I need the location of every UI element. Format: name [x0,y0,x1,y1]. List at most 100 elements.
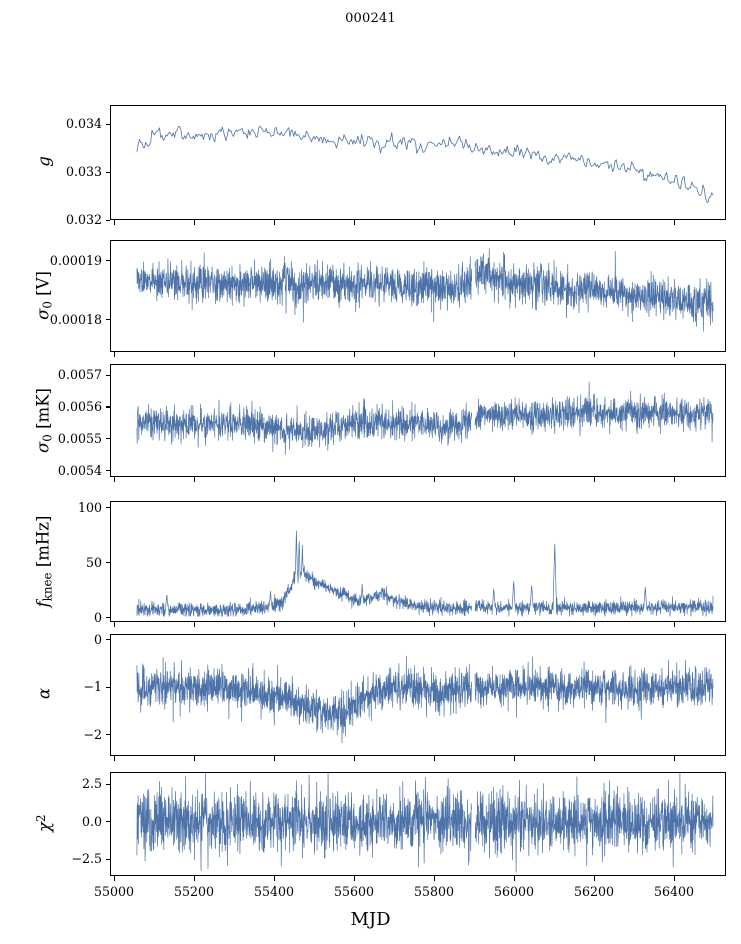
ylabel-chi2: χ2 [33,814,55,832]
ytick-gain-1 [105,171,110,173]
ytick-label-sigma0_mk-2: 0.0056 [57,398,102,414]
xtick-sigma0_volts-7 [673,352,675,357]
ytick-fknee-1 [105,562,110,564]
ytick-label-sigma0_volts-0: 0.00018 [49,311,102,327]
xtick-fknee-2 [273,622,275,627]
xtick-chi2-6 [593,876,595,881]
ytick-sigma0_mk-1 [105,438,110,440]
ytick-alpha-1 [105,686,110,688]
xtick-gain-0 [113,220,115,225]
xtick-label-6: 56200 [573,884,615,899]
xtick-gain-3 [353,220,355,225]
ytick-sigma0_volts-0 [105,319,110,321]
panel-sigma0_volts [110,240,726,352]
xtick-chi2-5 [513,876,515,881]
ytick-chi2-2 [105,858,110,860]
panel-chi2 [110,772,726,876]
ytick-label-alpha-0: 0 [93,631,102,647]
xtick-sigma0_mk-7 [673,477,675,482]
xtick-alpha-1 [193,756,195,761]
xtick-sigma0_volts-6 [593,352,595,357]
ytick-label-chi2-2: −2.5 [71,851,102,867]
xtick-fknee-5 [513,622,515,627]
xtick-fknee-0 [113,622,115,627]
xtick-sigma0_volts-1 [193,352,195,357]
xtick-chi2-4 [433,876,435,881]
trace-chi2 [111,773,725,875]
xtick-sigma0_mk-0 [113,477,115,482]
trace-gain [111,106,725,219]
xtick-alpha-2 [273,756,275,761]
ytick-label-alpha-1: −1 [83,679,102,695]
xtick-gain-5 [513,220,515,225]
ylabel-alpha: α [34,687,54,700]
xtick-gain-2 [273,220,275,225]
xtick-gain-1 [193,220,195,225]
ytick-sigma0_volts-1 [105,260,110,262]
ytick-label-sigma0_mk-1: 0.0055 [57,430,102,446]
xtick-sigma0_mk-1 [193,477,195,482]
xtick-sigma0_volts-0 [113,352,115,357]
xtick-alpha-3 [353,756,355,761]
trace-alpha [111,635,725,755]
panel-sigma0_mk [110,364,726,477]
ytick-label-sigma0_volts-1: 0.00019 [49,252,102,268]
ytick-chi2-0 [105,783,110,785]
xtick-fknee-3 [353,622,355,627]
xtick-sigma0_volts-2 [273,352,275,357]
panel-alpha [110,634,726,756]
panel-fknee [110,501,726,622]
xtick-alpha-7 [673,756,675,761]
trace-sigma0_mk [111,365,725,476]
xtick-sigma0_mk-4 [433,477,435,482]
xtick-chi2-0 [113,876,115,881]
xtick-label-5: 56000 [493,884,535,899]
xtick-chi2-1 [193,876,195,881]
xtick-gain-7 [673,220,675,225]
xtick-sigma0_mk-3 [353,477,355,482]
xtick-alpha-6 [593,756,595,761]
xtick-alpha-5 [513,756,515,761]
xtick-label-7: 56400 [653,884,695,899]
trace-sigma0_volts [111,241,725,351]
xtick-sigma0_volts-3 [353,352,355,357]
ylabel-fknee: fknee [mHz] [33,515,55,607]
xtick-label-2: 55400 [253,884,295,899]
xtick-fknee-7 [673,622,675,627]
ytick-sigma0_mk-3 [105,374,110,376]
xtick-sigma0_mk-6 [593,477,595,482]
xtick-gain-4 [433,220,435,225]
ytick-label-chi2-0: 2.5 [81,776,102,792]
ytick-label-fknee-1: 50 [85,554,102,570]
xtick-label-1: 55200 [173,884,215,899]
xtick-label-0: 55000 [93,884,135,899]
xtick-alpha-4 [433,756,435,761]
xtick-chi2-7 [673,876,675,881]
ytick-alpha-2 [105,734,110,736]
figure-title: 000241 [345,11,396,26]
ytick-label-gain-2: 0.034 [65,116,102,132]
ytick-label-fknee-2: 100 [77,499,102,515]
ytick-label-sigma0_mk-0: 0.0054 [57,462,102,478]
xtick-fknee-1 [193,622,195,627]
xtick-sigma0_mk-2 [273,477,275,482]
xtick-chi2-3 [353,876,355,881]
ytick-label-chi2-1: 0.0 [81,813,102,829]
xtick-label-4: 55800 [413,884,455,899]
xtick-gain-6 [593,220,595,225]
xtick-label-3: 55600 [333,884,375,899]
xtick-alpha-0 [113,756,115,761]
ytick-chi2-1 [105,821,110,823]
ytick-label-gain-1: 0.033 [65,164,102,180]
xtick-fknee-6 [593,622,595,627]
xtick-fknee-4 [433,622,435,627]
x-axis-label: MJD [350,909,391,930]
ytick-sigma0_mk-2 [105,406,110,408]
xtick-sigma0_volts-5 [513,352,515,357]
ytick-gain-0 [105,219,110,221]
ytick-label-alpha-2: −2 [83,726,102,742]
trace-fknee [111,502,725,621]
ytick-alpha-0 [105,639,110,641]
ytick-fknee-2 [105,507,110,509]
